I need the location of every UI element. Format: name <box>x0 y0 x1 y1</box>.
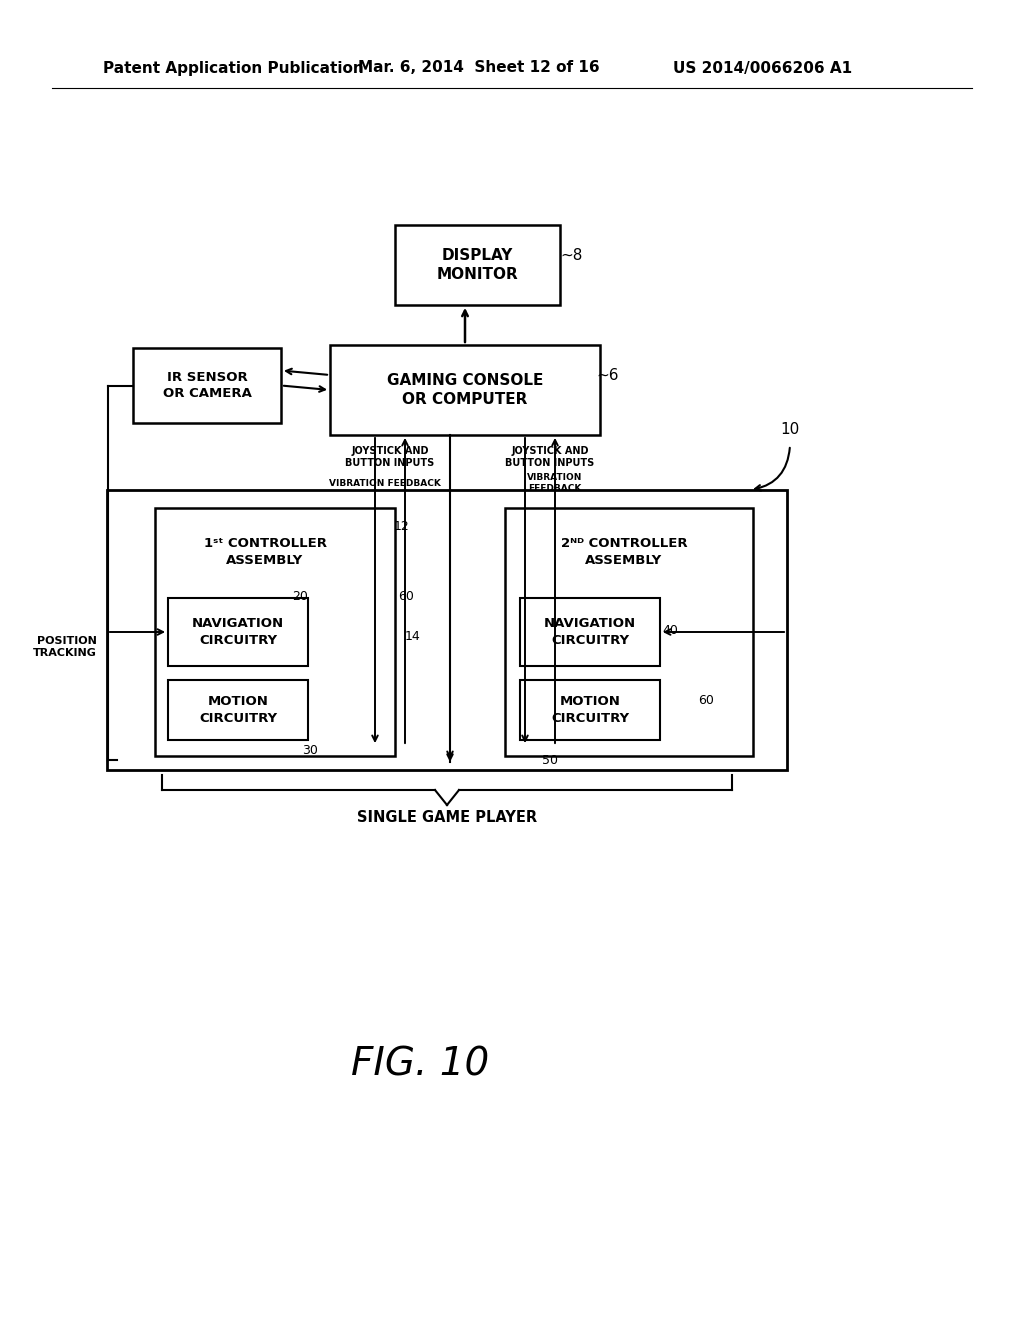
Bar <box>133 348 281 422</box>
Text: VIBRATION FEEDBACK: VIBRATION FEEDBACK <box>329 479 441 487</box>
Text: NAVIGATION
CIRCUITRY: NAVIGATION CIRCUITRY <box>544 618 636 647</box>
Text: JOYSTICK AND
BUTTON INPUTS: JOYSTICK AND BUTTON INPUTS <box>345 446 434 469</box>
Text: 30: 30 <box>302 743 317 756</box>
Text: FIG. 10: FIG. 10 <box>351 1045 489 1084</box>
Text: NAVIGATION
CIRCUITRY: NAVIGATION CIRCUITRY <box>191 618 284 647</box>
Text: 60: 60 <box>698 693 714 706</box>
Bar <box>330 345 600 436</box>
Text: 1ˢᵗ CONTROLLER
ASSEMBLY: 1ˢᵗ CONTROLLER ASSEMBLY <box>204 537 327 566</box>
Text: 40: 40 <box>663 623 678 636</box>
Bar <box>168 680 308 741</box>
Text: 10: 10 <box>780 422 800 437</box>
Bar <box>168 598 308 667</box>
Bar <box>106 490 787 770</box>
Text: POSITION
TRACKING: POSITION TRACKING <box>33 636 97 659</box>
Text: Patent Application Publication: Patent Application Publication <box>103 61 364 75</box>
Text: ~6: ~6 <box>597 367 620 383</box>
Text: IR SENSOR
OR CAMERA: IR SENSOR OR CAMERA <box>163 371 252 400</box>
Text: 20: 20 <box>292 590 308 602</box>
Text: MOTION
CIRCUITRY: MOTION CIRCUITRY <box>199 696 278 725</box>
Text: DISPLAY
MONITOR: DISPLAY MONITOR <box>436 248 518 282</box>
Text: 12: 12 <box>394 520 410 532</box>
Text: Mar. 6, 2014  Sheet 12 of 16: Mar. 6, 2014 Sheet 12 of 16 <box>358 61 600 75</box>
Bar <box>155 508 395 756</box>
Bar <box>520 680 660 741</box>
Text: 14: 14 <box>406 630 421 643</box>
Text: GAMING CONSOLE
OR COMPUTER: GAMING CONSOLE OR COMPUTER <box>387 372 543 407</box>
Bar <box>395 224 560 305</box>
Text: SINGLE GAME PLAYER: SINGLE GAME PLAYER <box>357 810 537 825</box>
Text: MOTION
CIRCUITRY: MOTION CIRCUITRY <box>551 696 629 725</box>
Text: 50: 50 <box>542 754 558 767</box>
Bar <box>520 598 660 667</box>
Bar <box>505 508 753 756</box>
Text: JOYSTICK AND
BUTTON INPUTS: JOYSTICK AND BUTTON INPUTS <box>506 446 595 469</box>
Text: US 2014/0066206 A1: US 2014/0066206 A1 <box>673 61 852 75</box>
Text: ~8: ~8 <box>561 248 584 263</box>
Text: 60: 60 <box>398 590 414 602</box>
Text: 2ᴺᴰ CONTROLLER
ASSEMBLY: 2ᴺᴰ CONTROLLER ASSEMBLY <box>561 537 687 566</box>
Text: VIBRATION
FEEDBACK: VIBRATION FEEDBACK <box>527 473 583 494</box>
